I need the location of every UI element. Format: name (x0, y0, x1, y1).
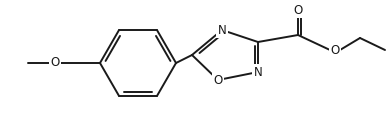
Text: O: O (293, 4, 303, 17)
Text: N: N (254, 66, 262, 78)
Text: O: O (330, 43, 339, 56)
Text: O: O (51, 56, 60, 70)
Text: O: O (213, 73, 223, 87)
Text: N: N (218, 24, 226, 37)
